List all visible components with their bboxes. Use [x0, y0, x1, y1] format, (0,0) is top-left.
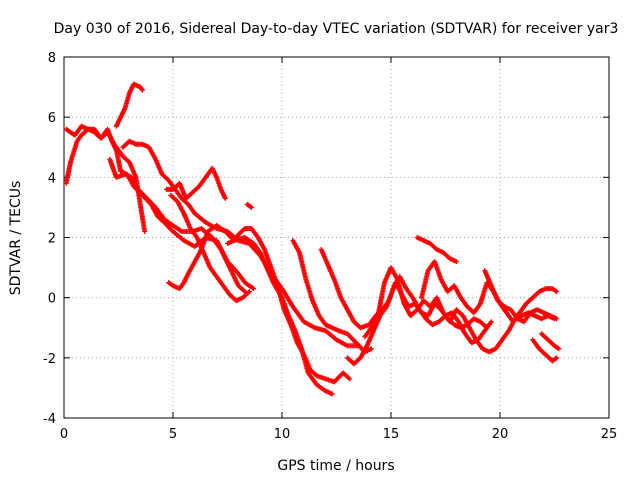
x-axis-label: GPS time / hours: [277, 458, 394, 474]
series-track-6: [163, 165, 228, 201]
x-tick-label: 10: [274, 427, 291, 442]
data-point-marker: [222, 195, 228, 201]
data-point-marker: [251, 286, 257, 292]
y-tick-label: -2: [43, 352, 56, 367]
y-tick-label: 6: [48, 111, 56, 126]
data-point-marker: [248, 204, 254, 210]
series-track-10: [244, 201, 254, 210]
data-point-marker: [453, 259, 459, 265]
data-point-marker: [368, 346, 374, 352]
data-point-marker: [139, 87, 145, 93]
series-track-11: [290, 238, 374, 355]
data-point-marker: [556, 346, 562, 352]
y-tick-label: -4: [43, 412, 56, 427]
data-point-marker: [347, 376, 353, 382]
series-track-5: [120, 138, 361, 349]
chart-title: Day 030 of 2016, Sidereal Day-to-day VTE…: [54, 21, 619, 37]
axis-ticks: 0 5 10 15 20 25 -4 -2 0 2 4 6 8: [43, 51, 617, 442]
data-point-marker: [554, 316, 560, 322]
data-point-marker: [139, 86, 145, 92]
data-point-marker: [329, 391, 335, 397]
data-point-marker: [246, 289, 252, 295]
y-tick-label: 0: [48, 292, 56, 307]
x-tick-label: 0: [60, 427, 68, 442]
series-track-19: [538, 331, 562, 352]
data-series: [63, 81, 562, 397]
data-point-marker: [142, 228, 148, 234]
series-track-15: [414, 235, 459, 265]
x-tick-label: 25: [601, 427, 618, 442]
x-tick-label: 15: [383, 427, 400, 442]
series-track-17: [482, 268, 560, 325]
x-tick-label: 20: [492, 427, 509, 442]
data-point-marker: [554, 289, 560, 295]
data-point-marker: [488, 319, 494, 325]
series-track-8: [168, 192, 252, 304]
y-tick-label: 4: [48, 171, 56, 186]
y-tick-label: 2: [48, 232, 56, 247]
series-track-3: [107, 156, 248, 295]
series-track-9: [225, 225, 353, 385]
series-track-18: [530, 337, 560, 364]
data-point-marker: [554, 355, 560, 361]
y-axis-label: SDTVAR / TECUs: [8, 181, 24, 296]
y-tick-label: 8: [48, 51, 56, 66]
x-tick-label: 5: [169, 427, 177, 442]
series-track-4: [113, 81, 145, 129]
grid-lines: [64, 57, 609, 418]
